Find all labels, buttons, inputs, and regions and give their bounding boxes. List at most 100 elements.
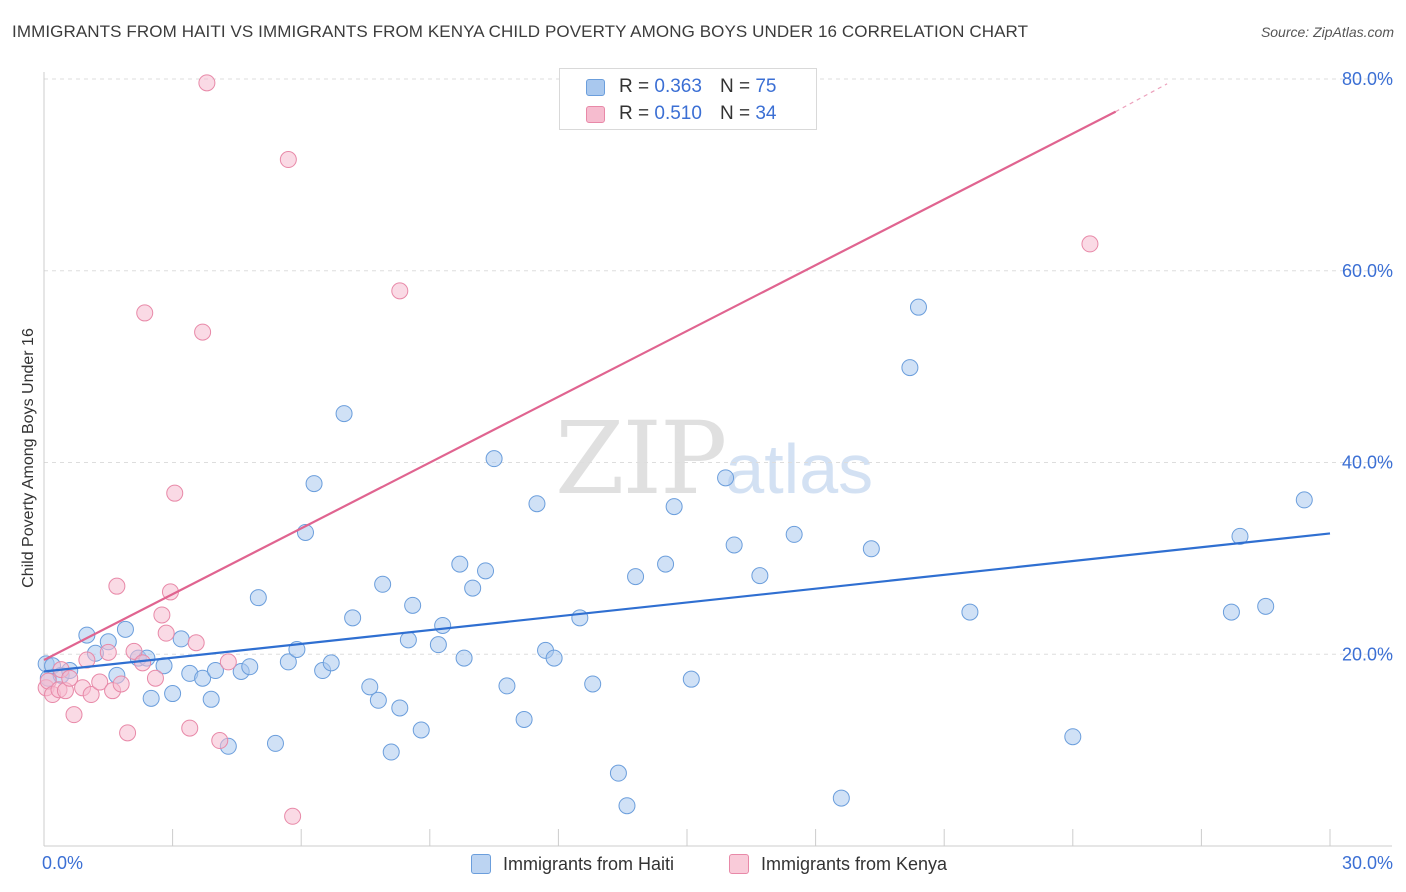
kenya-point (284, 807, 302, 825)
haiti-point (206, 662, 224, 680)
kenya-point (136, 304, 154, 322)
haiti-point (374, 575, 392, 593)
haiti-point (627, 568, 645, 586)
kenya-point (219, 653, 237, 671)
haiti-point (717, 469, 735, 487)
y-tick-label-40: 40.0% (1342, 453, 1393, 473)
haiti-r-label: R = (619, 76, 650, 97)
haiti-n-value: 75 (755, 76, 777, 97)
kenya-point (198, 74, 216, 92)
kenya-swatch-icon (586, 105, 605, 123)
haiti-point (725, 536, 743, 554)
source-label: Source: ZipAtlas.com (1260, 24, 1394, 40)
haiti-point (249, 589, 267, 607)
haiti-point (382, 743, 400, 761)
haiti-point (464, 579, 482, 597)
haiti-point (909, 298, 927, 316)
haiti-point (194, 669, 212, 687)
kenya-trend-line (43, 110, 1117, 661)
kenya-point (134, 654, 152, 672)
y-axis-label: Child Poverty Among Boys Under 16 (20, 328, 37, 588)
kenya-r-value: 0.510 (654, 103, 702, 124)
haiti-point (116, 620, 134, 638)
haiti-point (682, 670, 700, 688)
bottom-legend-haiti: Immigrants from Haiti (471, 851, 674, 877)
haiti-point (485, 450, 503, 468)
haiti-point (618, 797, 636, 815)
kenya-point (181, 719, 199, 737)
haiti-point (455, 649, 473, 667)
haiti-point (862, 540, 880, 558)
haiti-point (1064, 728, 1082, 746)
chart-title: IMMIGRANTS FROM HAITI VS IMMIGRANTS FROM… (12, 22, 1029, 41)
haiti-point (369, 691, 387, 709)
x-tick-label-0: 0.0% (42, 853, 83, 873)
haiti-point (399, 631, 417, 649)
haiti-point (266, 734, 284, 752)
kenya-point (279, 151, 297, 169)
haiti-r-value: 0.363 (654, 76, 702, 97)
watermark-atlas: atlas (725, 430, 874, 508)
x-tick-label-30: 30.0% (1342, 853, 1393, 873)
haiti-point (1257, 597, 1275, 615)
haiti-trend-line (43, 532, 1331, 673)
watermark: ZIPatlas (555, 400, 873, 517)
haiti-point (391, 699, 409, 717)
haiti-point (412, 721, 430, 739)
bottom-legend-kenya: Immigrants from Kenya (729, 851, 947, 877)
bottom-legend-haiti-label: Immigrants from Haiti (503, 853, 675, 874)
kenya-point (108, 577, 126, 595)
bottom-legend-kenya-label: Immigrants from Kenya (761, 853, 948, 874)
haiti-point (609, 764, 627, 782)
legend-row-kenya: R = 0.510 N = 34 (586, 102, 776, 126)
kenya-point (91, 673, 109, 691)
kenya-point (112, 675, 130, 693)
kenya-trend-extension (1115, 83, 1168, 113)
haiti-point (657, 555, 675, 573)
haiti-legend-swatch-icon (471, 854, 491, 874)
haiti-point (901, 359, 919, 377)
haiti-point (322, 654, 340, 672)
haiti-point (665, 498, 683, 516)
haiti-point (751, 567, 769, 585)
y-tick-label-20: 20.0% (1342, 644, 1393, 664)
haiti-point (335, 405, 353, 423)
haiti-point (344, 609, 362, 627)
kenya-point (146, 669, 164, 687)
haiti-point (429, 636, 447, 654)
haiti-point (1295, 491, 1313, 509)
kenya-n-value: 34 (755, 103, 777, 124)
haiti-point (164, 685, 182, 703)
haiti-point (528, 495, 546, 513)
haiti-point (545, 649, 563, 667)
kenya-point (157, 624, 175, 642)
kenya-legend-swatch-icon (729, 854, 749, 874)
kenya-r-label: R = (619, 103, 650, 124)
haiti-point (142, 689, 160, 707)
kenya-point (166, 484, 184, 502)
kenya-point (194, 323, 212, 341)
kenya-point (211, 732, 229, 750)
haiti-point (404, 596, 422, 614)
kenya-point (99, 643, 117, 661)
kenya-point (125, 642, 143, 660)
haiti-point (571, 609, 589, 627)
haiti-point (584, 675, 602, 693)
haiti-point (305, 475, 323, 493)
y-tick-label-80: 80.0% (1342, 69, 1393, 89)
kenya-point (153, 606, 171, 624)
haiti-swatch-icon (586, 78, 605, 96)
kenya-point (187, 634, 205, 652)
haiti-point (1222, 603, 1240, 621)
kenya-point (119, 724, 137, 742)
legend-row-haiti: R = 0.363 N = 75 (586, 75, 776, 99)
kenya-point (61, 669, 79, 687)
haiti-point (241, 658, 259, 676)
kenya-n-label: N = (719, 103, 751, 124)
haiti-point (172, 630, 190, 648)
haiti-point (434, 616, 452, 634)
watermark-zip: ZIP (555, 400, 727, 517)
kenya-point (391, 282, 409, 300)
haiti-point (451, 555, 469, 573)
